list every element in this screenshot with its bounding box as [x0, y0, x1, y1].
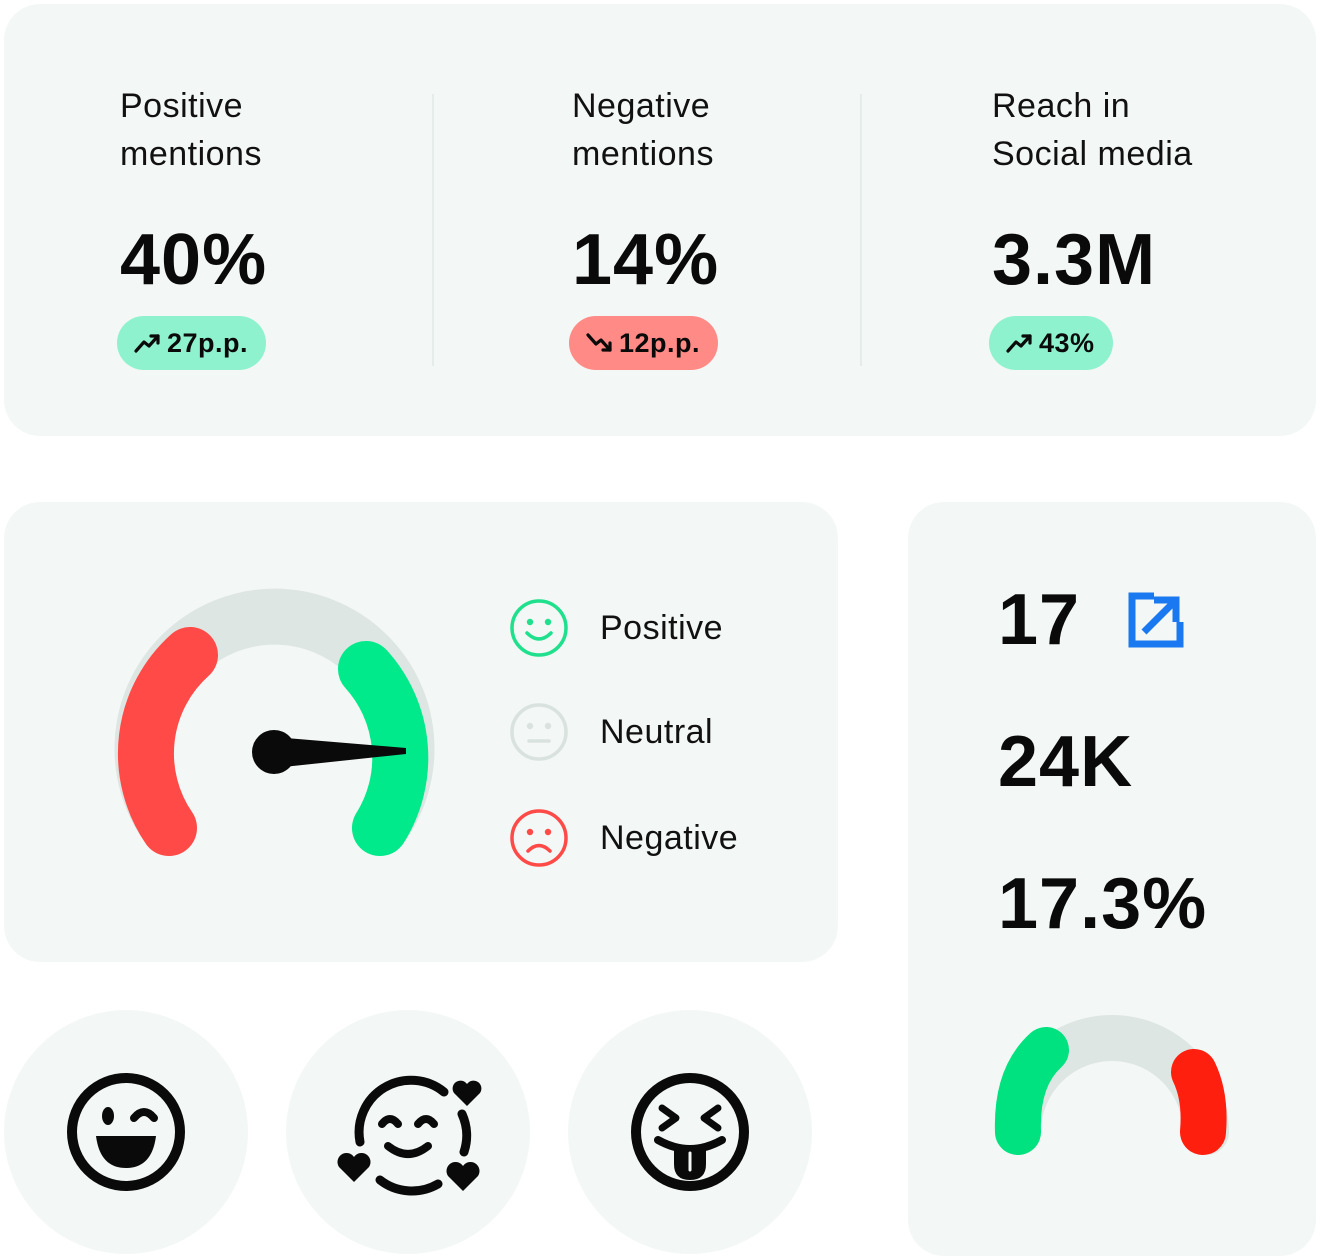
metric-value: 3.3M	[992, 220, 1157, 300]
legend-label: Positive	[600, 608, 724, 647]
emoji-bubble	[568, 1010, 812, 1254]
metric-positive-mentions: Positive mentions 40% 27p.p.	[117, 82, 268, 370]
metric-value: 40%	[120, 220, 268, 300]
metric-label: Negative mentions	[572, 87, 714, 173]
metric-divider	[860, 94, 862, 366]
mini-gauge	[994, 1015, 1229, 1155]
legend-positive: Positive	[508, 596, 723, 660]
trend-badge-value: 43%	[1039, 327, 1095, 358]
smile-icon	[510, 599, 568, 657]
smiling-face-with-hearts-icon	[337, 1075, 482, 1196]
sentiment-gauge-card: Positive Neutral Negative	[4, 502, 838, 962]
squinting-tongue-emoji-icon	[631, 1073, 749, 1191]
mini-gauge-negative-segment	[1171, 1049, 1227, 1155]
trend-badge: 12p.p.	[569, 316, 719, 370]
legend-label: Neutral	[600, 712, 714, 751]
metric-label: Positive mentions	[120, 87, 262, 173]
trend-badge: 27p.p.	[117, 316, 267, 370]
winking-laugh-emoji-icon	[67, 1073, 185, 1191]
stat-value: 24K	[998, 722, 1134, 802]
stats-card: 17 24K 17.3%	[908, 502, 1316, 1256]
trend-badge-value: 12p.p.	[619, 327, 701, 358]
metric-divider	[432, 94, 434, 366]
mini-gauge-positive-segment	[994, 1027, 1069, 1155]
emoji-bubble	[4, 1010, 248, 1254]
stat-value: 17	[998, 580, 1081, 660]
gauge-negative-segment	[117, 627, 218, 856]
emoji-bubble	[286, 1010, 530, 1254]
trend-down-icon	[586, 333, 612, 352]
stat-value: 17.3%	[998, 864, 1208, 944]
metric-social-reach: Reach in Social media 3.3M 43%	[989, 82, 1193, 370]
neutral-face-icon	[510, 703, 568, 761]
gauge-needle	[252, 730, 406, 774]
trend-up-icon	[134, 334, 160, 353]
trend-badge-value: 27p.p.	[167, 327, 249, 358]
frown-icon	[510, 809, 568, 867]
metrics-card: Positive mentions 40% 27p.p. Negative me…	[4, 4, 1316, 436]
external-link-icon[interactable]	[1124, 588, 1188, 652]
trend-badge: 43%	[989, 316, 1113, 370]
metric-value: 14%	[572, 220, 720, 300]
metric-label: Reach in Social media	[992, 87, 1193, 173]
legend-neutral: Neutral	[508, 700, 713, 764]
trend-up-icon	[1006, 334, 1032, 353]
legend-label: Negative	[600, 818, 739, 857]
sentiment-gauge	[114, 588, 435, 856]
metric-negative-mentions: Negative mentions 14% 12p.p.	[569, 82, 720, 370]
gauge-positive-segment	[338, 641, 429, 856]
legend-negative: Negative	[508, 806, 738, 870]
